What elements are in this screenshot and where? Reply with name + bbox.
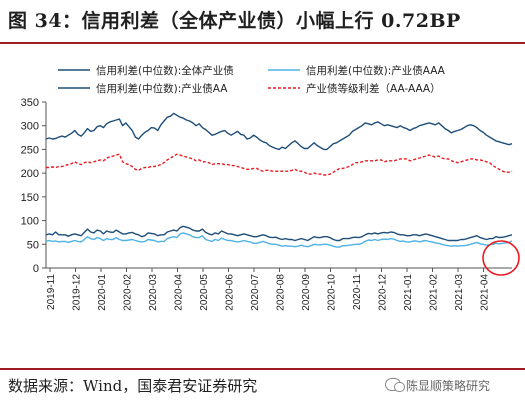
legend-label: 信用利差(中位数):产业债AAA bbox=[306, 64, 446, 77]
series-line-0 bbox=[45, 225, 513, 242]
x-tick-label: 2020-03 bbox=[148, 274, 159, 311]
x-tick-label: 2019-11 bbox=[46, 274, 57, 310]
figure-footer: 数据来源：Wind，国泰君安证券研究 陈显顺策略研究 bbox=[0, 368, 525, 405]
highlight-circle bbox=[482, 240, 520, 276]
legend-label: 产业债等级利差（AA-AAA） bbox=[306, 82, 441, 95]
x-tick-label: 2020-10 bbox=[327, 274, 338, 311]
x-tick-label: 2021-01 bbox=[403, 274, 414, 311]
y-tick-label: 300 bbox=[21, 121, 39, 133]
y-tick-label: 0 bbox=[33, 263, 39, 275]
x-tick-label: 2020-11 bbox=[352, 274, 363, 310]
y-tick-label: 100 bbox=[21, 216, 39, 228]
series-line-1 bbox=[45, 232, 513, 248]
y-tick-label: 200 bbox=[21, 168, 39, 180]
figure-title-bar: 图 34：信用利差（全体产业债）小幅上行 0.72BP bbox=[0, 0, 525, 44]
x-tick-label: 2020-08 bbox=[276, 274, 287, 311]
source-note: 数据来源：Wind，国泰君安证券研究 bbox=[8, 377, 258, 395]
x-tick-label: 2020-12 bbox=[378, 274, 389, 311]
x-tick-label: 2020-02 bbox=[123, 274, 134, 311]
y-tick-label: 350 bbox=[21, 97, 39, 109]
x-tick-label: 2021-03 bbox=[454, 274, 465, 311]
y-tick-label: 250 bbox=[21, 144, 39, 156]
y-tick-label: 50 bbox=[27, 239, 39, 251]
watermark-text: 陈显顺策略研究 bbox=[406, 379, 491, 393]
chart-legend: 信用利差(中位数):全体产业债 信用利差(中位数):产业债AAA 信用利差(中位数)… bbox=[58, 64, 446, 95]
line-chart: 信用利差(中位数):全体产业债 信用利差(中位数):产业债AAA 信用利差(中位数)… bbox=[21, 64, 520, 311]
x-tick-label: 2019-12 bbox=[72, 274, 83, 311]
x-tick-label: 2020-09 bbox=[301, 274, 312, 311]
y-tick-label: 150 bbox=[21, 192, 39, 204]
chart-axes: 0 50 100 150 200 250 300 350 2019-11 2019-12 2020-… bbox=[21, 97, 512, 311]
legend-label: 信用利差(中位数):全体产业债 bbox=[96, 64, 234, 77]
highlight-ellipse bbox=[482, 240, 520, 276]
x-tick-label: 2020-07 bbox=[250, 274, 261, 311]
x-tick-label: 2021-04 bbox=[480, 274, 491, 311]
x-tick-label: 2020-06 bbox=[225, 274, 236, 311]
watermark: 陈显顺策略研究 bbox=[385, 377, 490, 394]
figure-title: 图 34：信用利差（全体产业债）小幅上行 0.72BP bbox=[8, 10, 461, 32]
series-line-3 bbox=[46, 153, 513, 176]
x-tick-label: 2020-01 bbox=[97, 274, 108, 311]
x-tick-label: 2020-05 bbox=[199, 274, 210, 311]
series-line-2 bbox=[45, 112, 513, 151]
wechat-icon bbox=[385, 378, 405, 392]
x-tick-label: 2021-02 bbox=[429, 274, 440, 311]
legend-label: 信用利差(中位数):产业债AA bbox=[96, 82, 228, 95]
x-tick-label: 2020-04 bbox=[174, 274, 185, 311]
chart-series-layer bbox=[45, 112, 513, 248]
